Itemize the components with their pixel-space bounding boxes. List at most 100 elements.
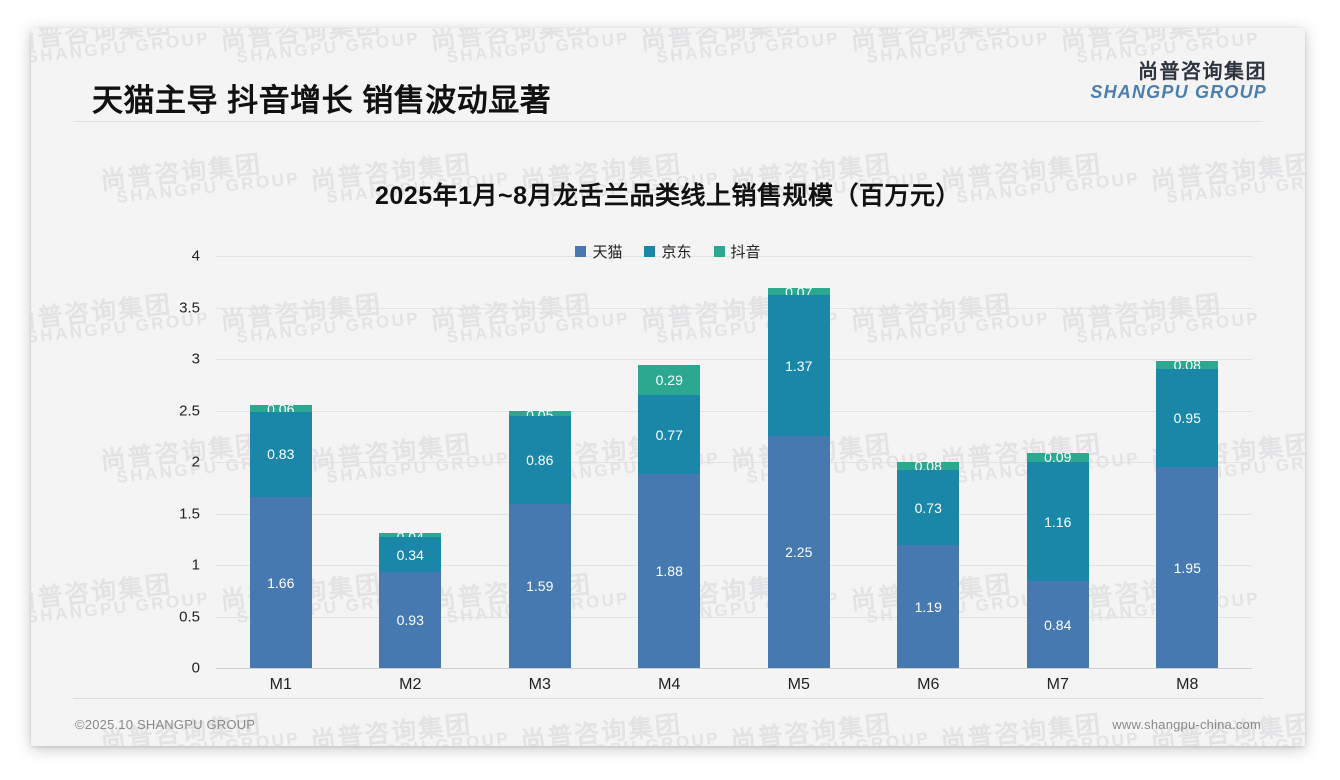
x-axis-tick-label: M3: [528, 676, 551, 693]
bar-value-label: 0.08: [914, 458, 942, 475]
y-axis-tick-label: 0: [191, 659, 200, 677]
y-axis: 0 0.5 1 1.5 2 2.5 3 3.5 4: [162, 248, 208, 677]
bar-segment-天猫[interactable]: 1.59: [508, 504, 571, 668]
grid-line: [216, 307, 1252, 309]
brand-name-en: SHANGPU GROUP: [1090, 82, 1267, 103]
bar-column-M7[interactable]: 0.09 1.16 0.84: [1026, 256, 1089, 668]
grid-line: [216, 513, 1252, 515]
x-axis-tick-label: M4: [658, 676, 681, 693]
footer-copyright: ©2025.10 SHANGPU GROUP: [75, 717, 256, 732]
grid-line: [216, 565, 1252, 566]
grid-line: [216, 462, 1252, 463]
bar-value-label: 1.59: [526, 578, 554, 595]
bar-value-label: 0.29: [655, 372, 683, 389]
legend-item-1[interactable]: 京东: [644, 241, 692, 262]
bar-value-label: 0.83: [267, 446, 295, 463]
watermark-text-en: SHANGPU GROUP: [1166, 729, 1305, 746]
bar-segment-天猫[interactable]: 1.66: [249, 497, 312, 668]
y-axis-tick-label: 0.5: [179, 608, 200, 625]
grid-line: [216, 668, 1252, 669]
bar-segment-抖音[interactable]: 0.08: [1156, 357, 1219, 374]
chart-legend: 天猫 京东 抖音: [31, 241, 1305, 262]
bar-segment-天猫[interactable]: 0.93: [379, 572, 442, 668]
bar-segment-京东[interactable]: 1.16: [1026, 462, 1089, 582]
y-axis-tick-label: 1.5: [179, 505, 200, 522]
bar-value-label: 0.08: [1173, 357, 1201, 374]
y-axis-tick-label: 3: [191, 350, 200, 368]
bar-segment-天猫[interactable]: 1.19: [897, 545, 960, 668]
y-axis-tick-label: 2.5: [179, 402, 200, 419]
y-axis-tick-label: 4: [191, 247, 200, 265]
legend-item-2[interactable]: 抖音: [713, 241, 761, 262]
legend-swatch-icon: [575, 246, 587, 257]
bar-segment-天猫[interactable]: 1.95: [1156, 467, 1219, 668]
bar-segment-京东[interactable]: 0.83: [249, 411, 312, 498]
bar-segment-天猫[interactable]: 0.84: [1026, 581, 1089, 668]
bar-column-M5[interactable]: 0.07 1.37 2.25: [767, 256, 830, 668]
y-axis-tick-label: 1: [191, 556, 200, 574]
x-axis: M1 M2 M3 M4 M5 M6 M7 M8: [216, 670, 1252, 700]
footer-website[interactable]: www.shangpu-china.com: [1112, 717, 1261, 732]
legend-label: 天猫: [592, 244, 623, 261]
slide-canvas: 尚普咨询集团 SHANGPU GROUP 尚普咨询集团 SHANGPU GROUP 尚普…: [31, 28, 1305, 746]
chart-plot-area: 00.511.522.533.54 0.060.831.660.040.340.…: [162, 248, 1252, 701]
bar-value-label: 1.19: [914, 598, 942, 615]
header-divider: [73, 121, 1263, 122]
slide-footer: ©2025.10 SHANGPU GROUP www.shangpu-china…: [31, 717, 1305, 732]
bar-segment-天猫[interactable]: 1.88: [638, 474, 701, 668]
grid-lines: [216, 256, 1252, 669]
watermark-text-en: SHANGPU GROUP: [536, 729, 722, 746]
legend-item-0[interactable]: 天猫: [575, 241, 622, 262]
grid-line: [216, 616, 1252, 618]
bar-value-label: 1.66: [267, 574, 295, 591]
watermark-text-en: SHANGPU GROUP: [116, 729, 302, 746]
x-axis-tick-label: M6: [917, 676, 940, 693]
bar-value-label: 0.73: [914, 499, 942, 516]
bar-series-container: 0.060.831.660.040.340.930.050.861.590.29…: [216, 256, 1252, 668]
legend-label: 抖音: [730, 244, 761, 261]
bar-segment-京东[interactable]: 1.37: [767, 295, 830, 437]
bar-segment-抖音[interactable]: 0.09: [1026, 448, 1089, 465]
bar-value-label: 1.88: [655, 563, 683, 580]
bar-segment-京东[interactable]: 0.95: [1156, 369, 1219, 468]
legend-swatch-icon: [713, 246, 725, 257]
bar-column-M1[interactable]: 0.06 0.83 1.66: [249, 256, 312, 668]
bar-value-label: 0.95: [1173, 410, 1201, 427]
bar-value-label: 0.09: [1044, 448, 1072, 465]
bar-value-label: 0.34: [396, 546, 424, 563]
bar-value-label: 2.25: [785, 544, 813, 561]
bar-value-label: 0.84: [1044, 616, 1072, 633]
bar-segment-抖音[interactable]: 0.29: [638, 365, 701, 396]
bar-segment-京东[interactable]: 0.86: [508, 415, 571, 505]
watermark-text-en: SHANGPU GROUP: [956, 729, 1142, 746]
bar-segment-天猫[interactable]: 2.25: [767, 436, 830, 668]
bar-segment-抖音[interactable]: 0.07: [767, 285, 830, 299]
grid-line: [216, 256, 1252, 257]
bar-segment-抖音[interactable]: 0.08: [897, 458, 960, 475]
bar-segment-京东[interactable]: 0.77: [638, 395, 701, 475]
bar-segment-京东[interactable]: 0.34: [379, 537, 442, 573]
footer-divider: [73, 698, 1263, 699]
bar-column-M8[interactable]: 0.08 0.95 1.95: [1156, 256, 1219, 668]
bar-value-label: 1.37: [785, 357, 813, 374]
bar-value-label: 1.95: [1173, 559, 1201, 576]
slide-header: 天猫主导 抖音增长 销售波动显著 尚普咨询集团 SHANGPU GROUP: [31, 28, 1305, 118]
legend-label: 京东: [661, 244, 692, 261]
x-axis-tick-label: M8: [1176, 676, 1199, 693]
chart-title: 2025年1月~8月龙舌兰品类线上销售规模（百万元）: [374, 182, 962, 210]
legend-swatch-icon: [644, 246, 656, 257]
bar-column-M3[interactable]: 0.05 0.86 1.59: [508, 256, 571, 668]
brand-name-cn: 尚普咨询集团: [1138, 61, 1267, 83]
x-axis-tick-label: M7: [1046, 676, 1069, 693]
x-axis-tick-label: M5: [787, 676, 810, 693]
bar-segment-京东[interactable]: 0.73: [897, 470, 960, 546]
brand-logo: 尚普咨询集团 SHANGPU GROUP: [1090, 62, 1267, 102]
bar-value-label: 0.86: [526, 451, 554, 468]
bar-value-label: 0.93: [396, 612, 424, 629]
bar-column-M6[interactable]: 0.08 0.73 1.19: [897, 256, 960, 668]
grid-line: [216, 410, 1252, 412]
bar-column-M4[interactable]: 0.29 0.77 1.88: [638, 256, 701, 668]
bar-value-label: 1.16: [1044, 513, 1072, 530]
bar-column-M2[interactable]: 0.040.340.93: [379, 256, 442, 668]
bar-value-label: 0.77: [655, 426, 683, 443]
